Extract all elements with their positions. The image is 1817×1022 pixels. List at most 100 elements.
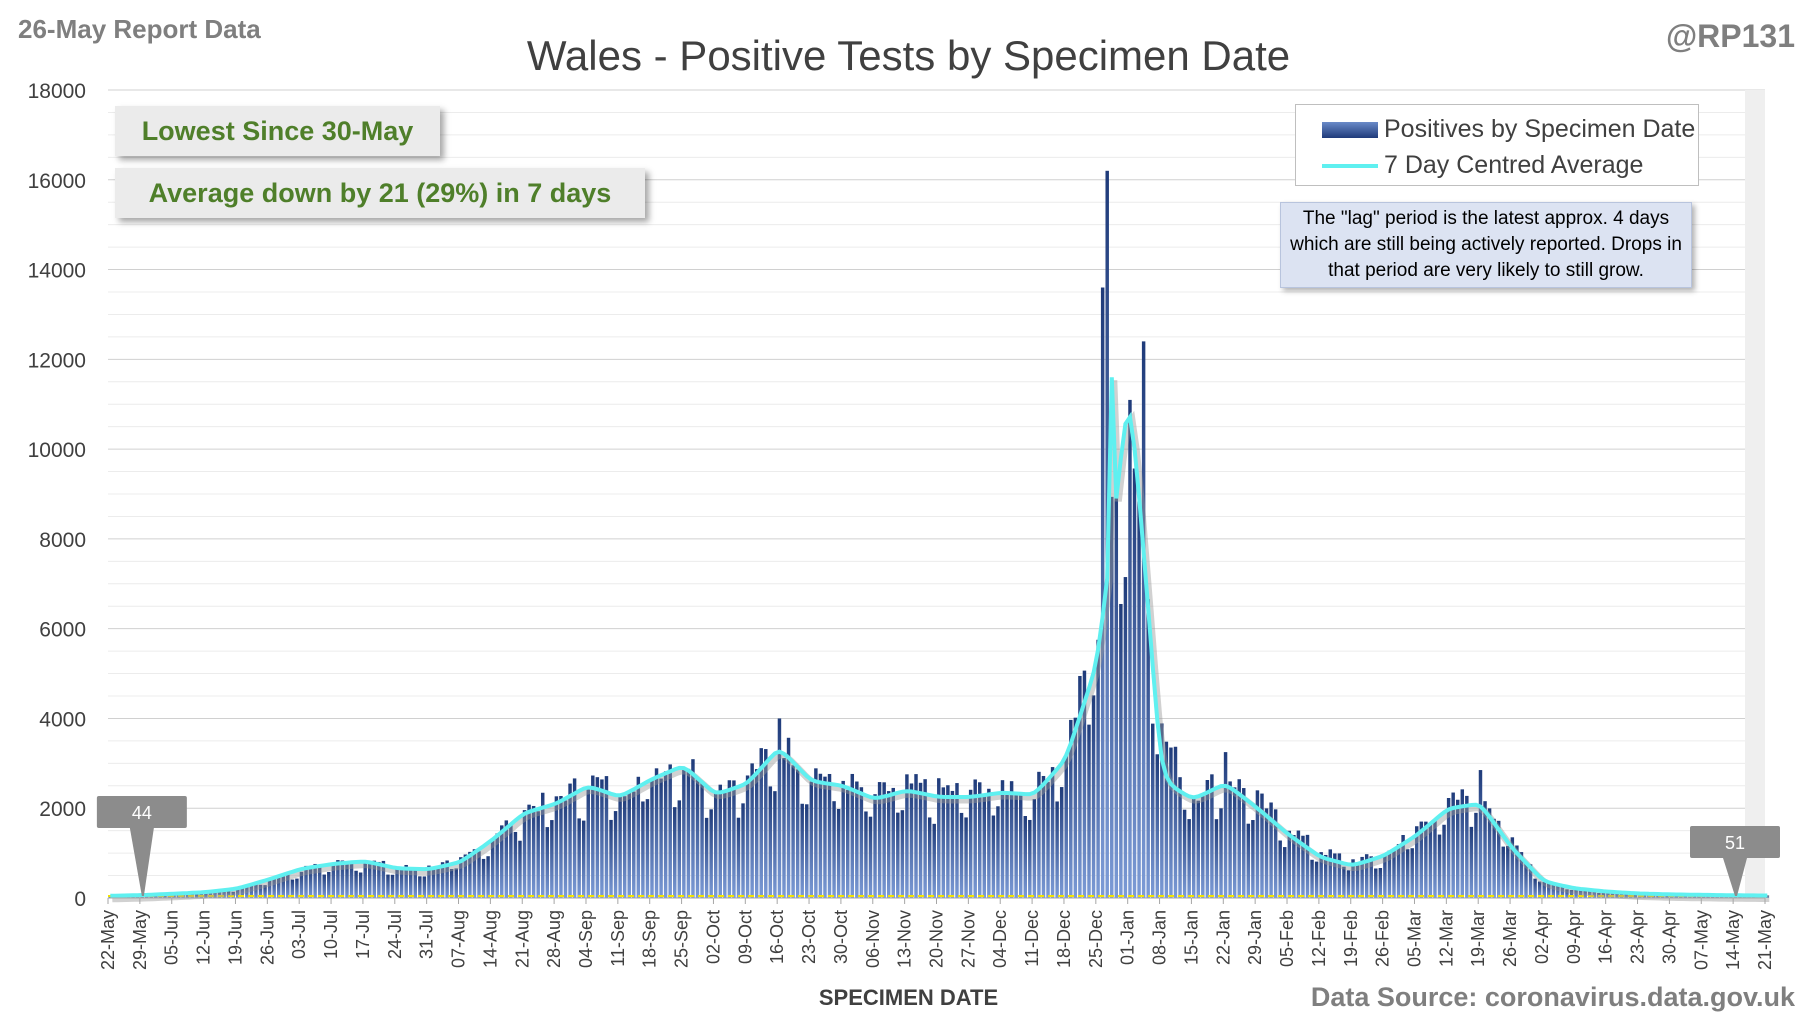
x-tick-label: 04-Dec <box>990 910 1010 968</box>
bar <box>445 860 449 898</box>
bar <box>204 892 208 898</box>
x-tick-label: 30-Apr <box>1659 910 1679 964</box>
bar <box>700 781 704 898</box>
chart-legend: Positives by Specimen Date 7 Day Centred… <box>1295 104 1699 186</box>
bar <box>745 775 750 898</box>
bar <box>964 817 968 898</box>
bar <box>518 840 522 898</box>
bar <box>641 801 645 898</box>
bar <box>1578 889 1583 898</box>
legend-item-average: 7 Day Centred Average <box>1322 151 1643 180</box>
bar <box>454 868 458 898</box>
bar <box>372 860 377 898</box>
bar <box>254 884 258 898</box>
bar <box>336 860 340 898</box>
x-tick-label: 08-Jan <box>1150 910 1170 965</box>
x-tick-label: 07-May <box>1691 910 1711 970</box>
bar <box>1073 717 1078 898</box>
bar <box>1506 845 1510 898</box>
bar <box>1310 859 1314 898</box>
bar <box>581 820 586 898</box>
bar <box>645 799 650 898</box>
bar <box>759 748 763 898</box>
bar <box>1305 834 1310 898</box>
x-tick-label: 24-Jul <box>385 910 405 959</box>
bar <box>1128 399 1132 898</box>
x-tick-label: 09-Oct <box>735 910 755 964</box>
bar <box>1465 795 1469 898</box>
bar <box>1264 808 1269 898</box>
average-callout: Average down by 21 (29%) in 7 days <box>115 168 645 218</box>
bar <box>1292 835 1296 898</box>
bar <box>996 806 1000 898</box>
x-tick-label: 31-Jul <box>417 910 437 959</box>
x-tick-label: 11-Sep <box>608 910 628 967</box>
bar <box>381 860 386 898</box>
bar <box>978 782 982 898</box>
bar <box>413 867 418 898</box>
x-tick-label: 21-Aug <box>512 910 532 968</box>
y-tick-label: 18000 <box>28 80 86 103</box>
bar <box>349 862 354 898</box>
bar <box>836 808 841 898</box>
bar <box>1155 754 1160 898</box>
bar <box>1451 792 1455 898</box>
bar <box>1059 787 1064 898</box>
bar <box>213 890 217 898</box>
bar <box>1537 881 1542 898</box>
bar <box>686 768 691 898</box>
lowest-callout-text: Lowest Since 30-May <box>141 115 414 146</box>
x-tick-label: 04-Sep <box>576 910 596 968</box>
bar <box>1242 788 1246 898</box>
bar <box>1424 821 1428 898</box>
bar <box>905 774 909 898</box>
bar <box>1501 846 1505 898</box>
bar <box>668 764 672 898</box>
bar <box>577 818 581 898</box>
bar <box>609 819 613 898</box>
bar <box>486 856 490 898</box>
bar <box>827 773 832 898</box>
x-tick-label: 29-Jan <box>1245 910 1265 965</box>
bar <box>1401 835 1405 898</box>
bar <box>741 803 745 898</box>
bar <box>932 823 936 898</box>
x-tick-label: 19-Mar <box>1468 910 1488 967</box>
bar <box>959 812 964 898</box>
bar <box>427 865 431 898</box>
x-tick-label: 05-Feb <box>1277 910 1297 967</box>
y-tick-label: 4000 <box>39 708 86 731</box>
bar <box>627 792 631 898</box>
x-tick-label: 25-Dec <box>1086 910 1106 968</box>
bar <box>1574 888 1578 898</box>
bar <box>422 876 427 898</box>
legend-line-swatch <box>1322 163 1378 168</box>
bar <box>782 757 786 898</box>
bar <box>864 811 868 898</box>
bar <box>727 780 732 898</box>
bar <box>613 811 618 898</box>
bar <box>1446 798 1451 898</box>
bar <box>1164 741 1169 898</box>
bar <box>1137 501 1141 898</box>
bar <box>1496 820 1501 898</box>
legend-label-positives: Positives by Specimen Date <box>1384 115 1696 143</box>
bar <box>240 887 245 898</box>
y-tick-label: 16000 <box>28 170 86 193</box>
bar <box>1246 823 1251 898</box>
bar <box>572 778 577 898</box>
bar <box>1556 884 1560 898</box>
bar <box>805 804 809 898</box>
bar <box>950 790 955 898</box>
bar <box>431 868 436 898</box>
bar <box>304 865 308 898</box>
bar <box>855 781 859 898</box>
x-tick-label: 03-Jul <box>289 910 309 959</box>
x-tick-label: 20-Nov <box>927 910 947 968</box>
bar <box>1437 834 1442 898</box>
bar <box>823 776 827 898</box>
bar <box>868 816 873 898</box>
bar <box>317 865 322 898</box>
bar <box>832 801 836 898</box>
x-tick-label: 19-Jun <box>225 910 245 965</box>
